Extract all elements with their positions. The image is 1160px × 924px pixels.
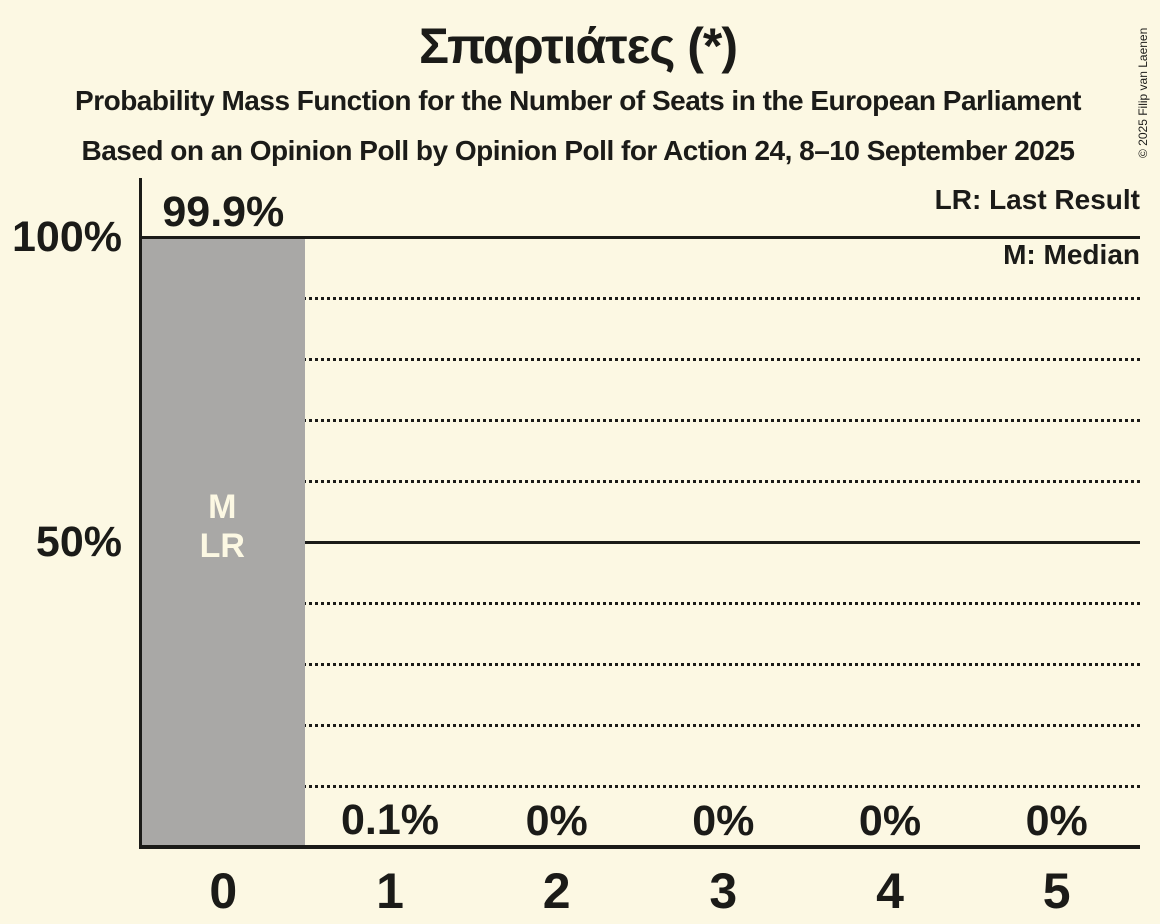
x-tick-label-0: 0 xyxy=(209,863,238,919)
chart-subtitle-line1: Probability Mass Function for the Number… xyxy=(75,85,1081,116)
gridline-dotted-60 xyxy=(140,479,1140,483)
bar-annotation-line-m: M xyxy=(208,488,237,526)
value-label-0: 99.9% xyxy=(162,187,285,236)
gridline-dotted-70 xyxy=(140,418,1140,422)
chart-subtitle-line2: Based on an Opinion Poll by Opinion Poll… xyxy=(81,135,1075,166)
legend-last-result: LR: Last Result xyxy=(934,184,1140,215)
x-tick-label-5: 5 xyxy=(1042,863,1071,919)
gridline-dotted-30 xyxy=(140,662,1140,666)
value-label-4: 0% xyxy=(858,797,922,845)
gridline-dotted-90 xyxy=(140,296,1140,300)
value-label-3: 0% xyxy=(692,797,755,845)
x-axis-line xyxy=(139,845,1140,849)
bar-annotation-median-lastresult: M LR xyxy=(140,488,305,566)
bar-seats-0 xyxy=(140,239,305,847)
gridline-solid-100 xyxy=(140,235,1140,239)
y-axis-line xyxy=(139,178,142,849)
x-tick-label-3: 3 xyxy=(709,863,738,919)
x-tick-label-2: 2 xyxy=(542,863,571,919)
gridline-dotted-10 xyxy=(140,784,1140,788)
value-label-5: 0% xyxy=(1025,797,1088,845)
value-label-2: 0% xyxy=(525,797,588,845)
bar-annotation-line-lr: LR xyxy=(199,527,245,565)
x-tick-label-1: 1 xyxy=(376,863,404,919)
gridline-dotted-80 xyxy=(140,357,1140,361)
gridline-solid-50 xyxy=(140,540,1140,544)
gridline-dotted-40 xyxy=(140,601,1140,605)
value-label-1: 0.1% xyxy=(340,796,439,845)
chart-title: Σπαρτιάτες (*) xyxy=(419,18,738,74)
x-tick-label-4: 4 xyxy=(876,863,904,919)
gridline-dotted-20 xyxy=(140,723,1140,727)
y-tick-label-100: 100% xyxy=(12,213,122,261)
y-tick-label-50: 50% xyxy=(35,518,122,566)
legend-median: M: Median xyxy=(1003,239,1140,270)
